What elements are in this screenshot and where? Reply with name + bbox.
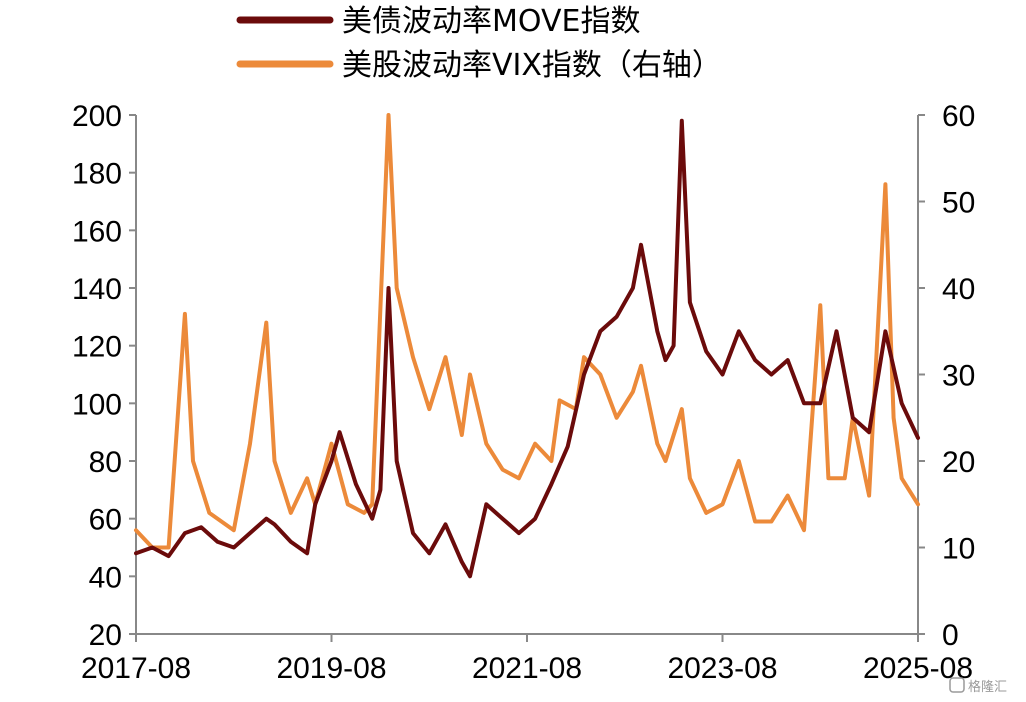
legend-label-move: 美债波动率MOVE指数 (342, 4, 640, 39)
right-tick-label: 0 (942, 619, 959, 652)
left-tick-label: 60 (89, 504, 122, 537)
series-line-vix (134, 113, 920, 550)
left-tick-label: 80 (89, 446, 122, 479)
right-tick-label: 60 (942, 100, 975, 133)
left-tick-label: 160 (72, 215, 122, 248)
left-tick-label: 180 (72, 158, 122, 191)
right-axis-ticks: 60 50 40 30 20 10 0 (918, 100, 975, 652)
left-tick-label: 40 (89, 561, 122, 594)
legend: 美债波动率MOVE指数 美股波动率VIX指数（右轴） (236, 4, 722, 83)
right-tick-label: 50 (942, 187, 975, 220)
right-tick-label: 30 (942, 360, 975, 393)
right-tick-label: 40 (942, 273, 975, 306)
x-tick-label: 2025-08 (863, 652, 973, 685)
left-tick-label: 200 (72, 100, 122, 133)
x-tick-label: 2017-08 (81, 652, 191, 685)
left-tick-label: 100 (72, 388, 122, 421)
x-axis-ticks: 2017-08 2019-08 2021-08 2023-08 2025-08 (81, 634, 973, 685)
left-axis-ticks: 200 180 160 140 120 100 80 60 40 20 (72, 100, 136, 652)
series-line-move (134, 118, 920, 579)
watermark: 格隆汇 (949, 677, 1007, 695)
x-tick-label: 2019-08 (276, 652, 386, 685)
legend-label-vix: 美股波动率VIX指数（右轴） (342, 48, 722, 83)
x-tick-label: 2021-08 (472, 652, 582, 685)
right-tick-label: 10 (942, 533, 975, 566)
left-tick-label: 120 (72, 331, 122, 364)
left-tick-label: 20 (89, 619, 122, 652)
watermark-text: 格隆汇 (968, 679, 1007, 695)
x-tick-label: 2023-08 (667, 652, 777, 685)
series-layer (134, 113, 920, 579)
left-tick-label: 140 (72, 273, 122, 306)
watermark-logo-icon (949, 677, 965, 693)
right-tick-label: 20 (942, 446, 975, 479)
